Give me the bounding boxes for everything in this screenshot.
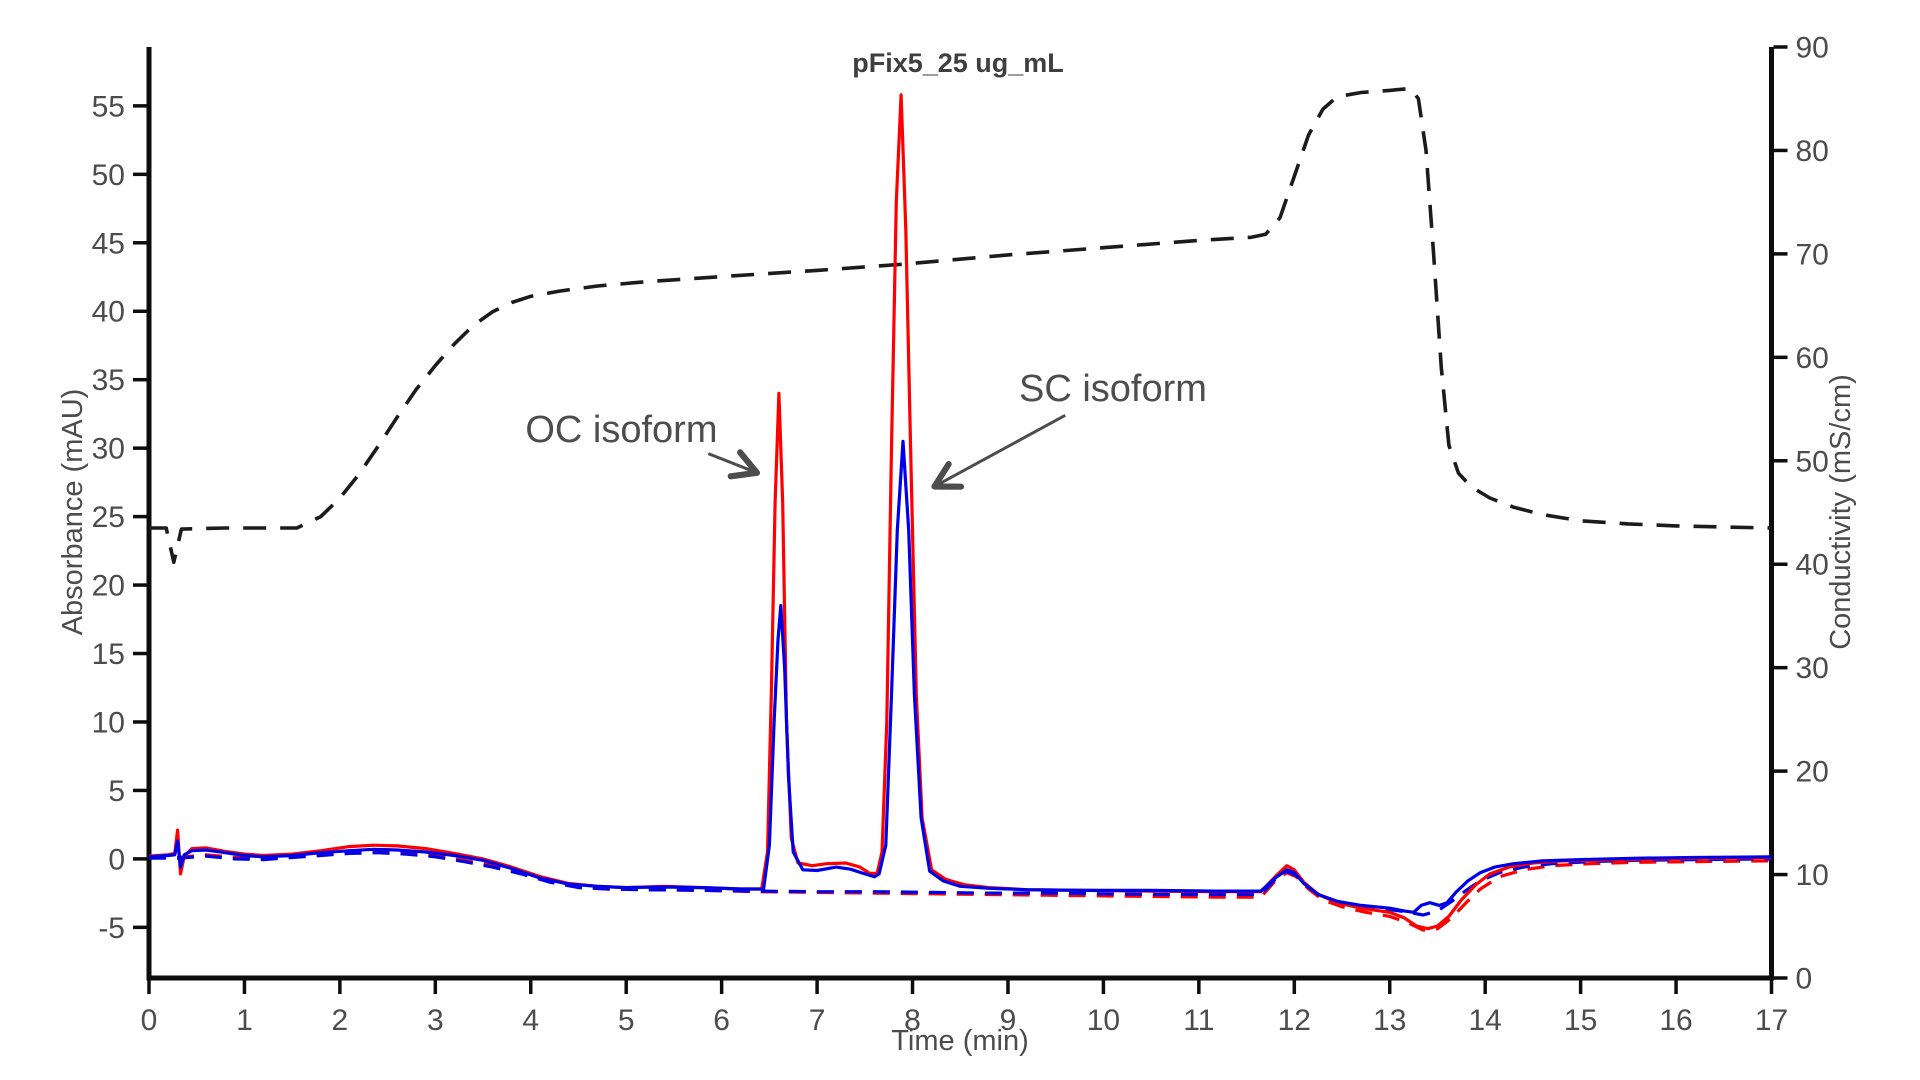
y-right-tick-label: 40 bbox=[1796, 549, 1829, 582]
y-right-tick-label: 50 bbox=[1796, 445, 1829, 478]
annotation-arrow bbox=[931, 413, 1066, 490]
x-tick-label: 14 bbox=[1468, 1004, 1501, 1037]
y-right-tick-label: 10 bbox=[1796, 859, 1829, 892]
y-left-axis-label: Absorbance (mAU) bbox=[57, 389, 89, 636]
axes: 0 1 2 3 4 5 6 7 8 9 10 11 12 13 14 15 16 17-5051015202530… bbox=[92, 32, 1829, 1038]
x-tick-label: 7 bbox=[809, 1004, 826, 1037]
x-tick-label: 1 bbox=[236, 1004, 253, 1037]
y-left-tick-label: 50 bbox=[92, 159, 125, 192]
annotation-arrow bbox=[707, 449, 761, 480]
x-tick-label: 9 bbox=[1000, 1004, 1017, 1037]
y-left-tick-label: 40 bbox=[92, 296, 125, 329]
y-right-tick-label: 80 bbox=[1796, 135, 1829, 168]
x-tick-label: 12 bbox=[1278, 1004, 1311, 1037]
y-right-axis-label: Conductivity (mS/cm) bbox=[1825, 374, 1857, 650]
x-tick-label: 17 bbox=[1755, 1004, 1788, 1037]
y-left-tick-label: 55 bbox=[92, 90, 125, 123]
x-tick-label: 5 bbox=[618, 1004, 635, 1037]
trace-conductivity-black-dashed bbox=[149, 86, 1772, 565]
x-tick-label: 4 bbox=[522, 1004, 539, 1037]
annotation-label: OC isoform bbox=[525, 409, 717, 451]
x-tick-label: 0 bbox=[141, 1004, 158, 1037]
y-right-tick-label: 60 bbox=[1796, 342, 1829, 375]
trace-absorbance-red-solid-sample bbox=[148, 93, 1772, 931]
y-right-tick-label: 0 bbox=[1796, 963, 1813, 996]
traces bbox=[148, 86, 1772, 932]
y-left-tick-label: 10 bbox=[92, 706, 125, 739]
x-tick-label: 10 bbox=[1087, 1004, 1120, 1037]
chart-title: pFix5_25 ug_mL bbox=[852, 48, 1064, 78]
y-right-tick-label: 20 bbox=[1796, 756, 1829, 789]
annotation-label: SC isoform bbox=[1019, 368, 1207, 410]
y-left-tick-label: 25 bbox=[92, 501, 125, 534]
x-tick-label: 6 bbox=[713, 1004, 730, 1037]
x-tick-label: 3 bbox=[427, 1004, 444, 1037]
y-right-tick-label: 30 bbox=[1796, 652, 1829, 685]
trace-absorbance-blue-solid-sample bbox=[148, 439, 1772, 914]
trace-absorbance-blue-dashed-blank bbox=[149, 851, 1772, 917]
y-right-tick-label: 90 bbox=[1796, 32, 1829, 65]
x-tick-label: 11 bbox=[1183, 1004, 1214, 1037]
annotations: OC isoform SC isoform bbox=[525, 368, 1207, 490]
x-axis-label: Time (min) bbox=[891, 1025, 1028, 1057]
y-left-tick-label: 0 bbox=[108, 843, 125, 876]
y-left-tick-label: -5 bbox=[98, 912, 125, 945]
y-left-tick-label: 45 bbox=[92, 227, 125, 260]
y-left-tick-label: 20 bbox=[92, 570, 125, 603]
x-tick-label: 16 bbox=[1659, 1004, 1692, 1037]
x-tick-label: 13 bbox=[1373, 1004, 1406, 1037]
y-left-tick-label: 15 bbox=[92, 638, 125, 671]
y-left-tick-label: 35 bbox=[92, 364, 125, 397]
x-tick-label: 8 bbox=[904, 1004, 921, 1037]
x-tick-label: 15 bbox=[1564, 1004, 1597, 1037]
x-tick-label: 2 bbox=[332, 1004, 349, 1037]
y-left-tick-label: 5 bbox=[108, 775, 125, 808]
y-right-tick-label: 70 bbox=[1796, 238, 1829, 271]
y-left-tick-label: 30 bbox=[92, 433, 125, 466]
